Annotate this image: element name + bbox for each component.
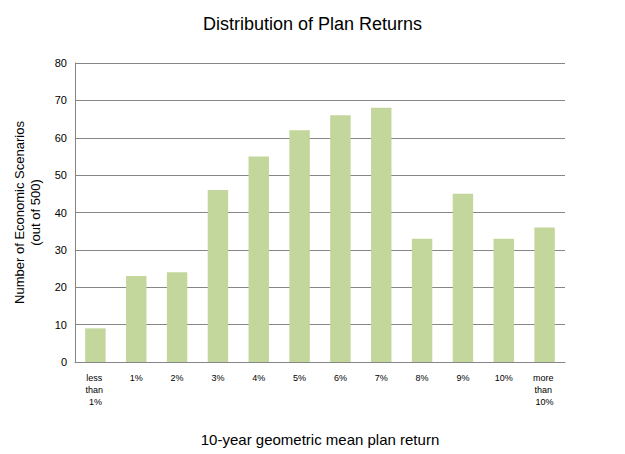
svg-text:80: 80 <box>55 57 67 69</box>
svg-text:than: than <box>535 385 555 395</box>
svg-text:less: less <box>86 373 105 383</box>
svg-text:more: more <box>533 373 556 383</box>
svg-text:1%: 1% <box>130 373 143 383</box>
svg-text:Distribution of Plan Returns: Distribution of Plan Returns <box>203 14 422 34</box>
svg-text:(out of 500): (out of 500) <box>28 179 43 246</box>
svg-text:70: 70 <box>55 94 67 106</box>
svg-text:4%: 4% <box>252 373 265 383</box>
svg-text:8%: 8% <box>416 373 429 383</box>
svg-text:9%: 9% <box>456 373 469 383</box>
svg-text:0: 0 <box>61 356 67 368</box>
svg-text:6%: 6% <box>334 373 347 383</box>
svg-text:3%: 3% <box>211 373 224 383</box>
svg-text:than: than <box>85 385 105 395</box>
svg-text:50: 50 <box>55 169 67 181</box>
svg-text:1%: 1% <box>89 397 102 407</box>
svg-text:Number of Economic Scenarios: Number of Economic Scenarios <box>12 121 27 304</box>
svg-text:10%: 10% <box>536 397 554 407</box>
svg-text:5%: 5% <box>293 373 306 383</box>
svg-text:30: 30 <box>55 244 67 256</box>
svg-text:10%: 10% <box>495 373 513 383</box>
svg-text:10-year geometric mean plan re: 10-year geometric mean plan return <box>201 431 439 448</box>
svg-text:2%: 2% <box>171 373 184 383</box>
svg-text:60: 60 <box>55 132 67 144</box>
svg-text:10: 10 <box>55 319 67 331</box>
svg-text:40: 40 <box>55 207 67 219</box>
svg-text:20: 20 <box>55 281 67 293</box>
svg-text:7%: 7% <box>375 373 388 383</box>
